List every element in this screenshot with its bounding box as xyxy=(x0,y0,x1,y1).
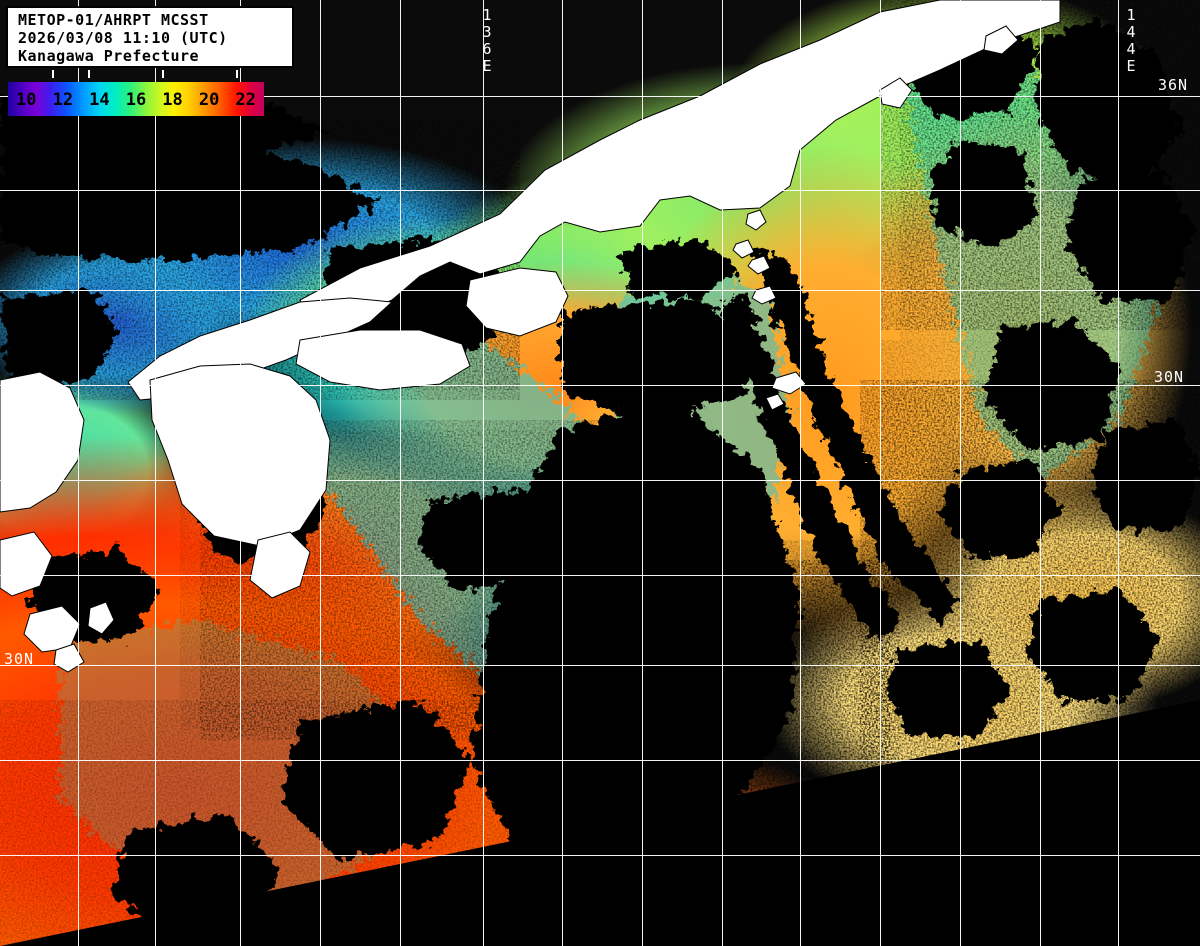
grid-line-horizontal xyxy=(0,855,1200,856)
latitude-label-30n-right: 30N xyxy=(1154,368,1185,386)
grid-line-vertical xyxy=(240,0,241,946)
title-info-box: METOP-01/AHRPT MCSST 2026/03/08 11:10 (U… xyxy=(6,6,294,68)
grid-line-vertical xyxy=(960,0,961,946)
grid-line-vertical xyxy=(320,0,321,946)
grid-line-vertical xyxy=(800,0,801,946)
grid-line-horizontal xyxy=(0,575,1200,576)
colorbar-ticks xyxy=(8,70,264,80)
grid-line-vertical xyxy=(1118,0,1119,946)
colorbar-gradient xyxy=(8,82,264,116)
title-line-product: METOP-01/AHRPT MCSST xyxy=(18,11,209,29)
colorbar-tick xyxy=(236,70,238,78)
grid-line-horizontal xyxy=(0,760,1200,761)
grid-line-horizontal xyxy=(0,480,1200,481)
colorbar-tick xyxy=(52,70,54,78)
title-line-datetime: 2026/03/08 11:10 (UTC) xyxy=(18,29,228,47)
grid-line-vertical xyxy=(642,0,643,946)
latitude-label-30n-left: 30N xyxy=(4,650,35,668)
grid-line-vertical xyxy=(562,0,563,946)
grid-line-vertical xyxy=(1040,0,1041,946)
sst-colorbar xyxy=(8,82,264,116)
colorbar-tick xyxy=(162,70,164,78)
grid-line-horizontal xyxy=(0,290,1200,291)
grid-line-horizontal xyxy=(0,665,1200,666)
grid-line-horizontal xyxy=(0,96,1200,97)
grid-line-vertical xyxy=(483,0,484,946)
grid-line-vertical xyxy=(722,0,723,946)
title-line-station: Kanagawa Prefecture xyxy=(18,47,200,65)
grid-line-vertical xyxy=(880,0,881,946)
longitude-label-136e: 136E xyxy=(478,6,496,74)
latitude-label-36n: 36N xyxy=(1158,76,1189,94)
grid-line-vertical xyxy=(78,0,79,946)
grid-line-horizontal xyxy=(0,190,1200,191)
grid-line-horizontal xyxy=(0,385,1200,386)
grid-line-vertical xyxy=(155,0,156,946)
grid-line-vertical xyxy=(400,0,401,946)
longitude-label-144e: 144E xyxy=(1122,6,1140,74)
colorbar-tick xyxy=(88,70,90,78)
